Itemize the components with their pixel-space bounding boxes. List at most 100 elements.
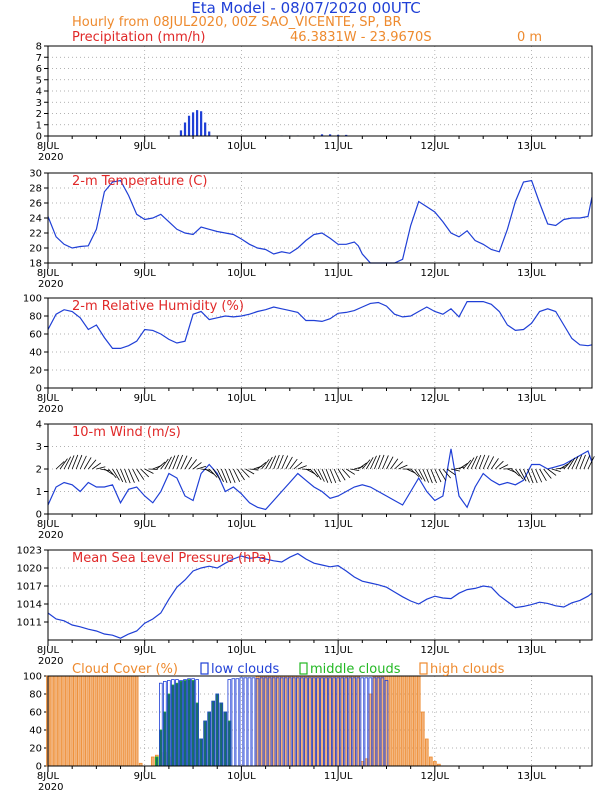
x-tick-label: 12JUL <box>421 141 450 152</box>
y-tick-label: 1017 <box>17 582 42 593</box>
cloud-bar-orange <box>408 675 413 767</box>
wind-arrow <box>285 456 293 470</box>
precip-bar <box>320 134 324 136</box>
x-tick-label: 12JUL <box>421 519 450 530</box>
cloud-bar-orange <box>86 675 91 767</box>
wind-arrow <box>438 468 447 481</box>
wind-arrow <box>462 459 472 470</box>
x-tick-label: 8JUL <box>37 393 60 404</box>
wind-arrow <box>442 468 451 479</box>
wind-arrow <box>341 468 351 479</box>
wind-arrow <box>212 468 221 481</box>
wind-arrow <box>293 461 303 470</box>
x-tick-label: 13JUL <box>517 645 546 656</box>
cloud-bar-orange <box>122 675 127 767</box>
wind-arrow <box>224 468 232 484</box>
cloud-bar-orange <box>412 675 417 767</box>
wind-arrow <box>365 457 374 470</box>
wind-arrow <box>329 468 337 484</box>
wind-arrow <box>337 468 346 481</box>
y-tick-label: 1023 <box>17 546 42 557</box>
wind-arrow <box>172 454 179 470</box>
cloud-bar-blue <box>352 677 357 767</box>
wind-arrow <box>333 468 341 483</box>
cloud-bar-blue <box>247 677 252 767</box>
wind-arrow <box>345 468 355 475</box>
wind-arrow <box>547 468 557 476</box>
wind-arrow <box>499 464 509 470</box>
y-tick-label: 0 <box>36 132 42 143</box>
wind-arrow <box>434 468 442 483</box>
y-tick-label: 0 <box>36 384 42 395</box>
wind-arrow <box>474 454 482 470</box>
y-tick-label: 3 <box>36 442 42 453</box>
panel-3: 0 20 40 60 80 100 8JUL 9JUL 10JUL 11JUL 12JUL 13JUL… <box>23 294 593 415</box>
cloud-bar-blue <box>275 677 280 767</box>
cloud-bar-orange <box>150 756 155 767</box>
wind-arrow <box>249 468 259 471</box>
wind-arrow <box>378 454 385 470</box>
wind-arrow <box>269 455 277 470</box>
cloud-bar-blue <box>380 677 385 767</box>
y-tick-label: 80 <box>29 312 42 323</box>
wind-arrow <box>100 468 110 472</box>
panel-2: 18 20 22 24 26 28 30 8JUL 9JUL 10JUL 11JUL 12JUL 13J… <box>29 169 593 290</box>
y-tick-label: 60 <box>29 708 42 719</box>
y-tick-label: 24 <box>29 214 42 225</box>
y-tick-label: 4 <box>36 420 42 431</box>
wind-arrow <box>535 468 543 483</box>
cloud-bar-blue <box>316 677 320 767</box>
cloud-bar-blue <box>243 677 248 767</box>
cloud-bar-blue <box>267 677 272 767</box>
cloud-bar-green <box>154 756 159 767</box>
cloud-bar-orange <box>396 675 401 767</box>
wind-arrow <box>398 464 408 470</box>
x-tick-label: 13JUL <box>517 393 546 404</box>
x-tick-label: 9JUL <box>134 519 157 530</box>
wind-arrow <box>579 454 586 470</box>
cloud-bar-blue <box>324 677 328 767</box>
wind-arrow <box>120 468 127 484</box>
year-label: 2020 <box>38 530 63 541</box>
wind-arrow <box>83 457 92 470</box>
precip-bar <box>183 122 187 136</box>
wind-arrow <box>233 468 241 482</box>
wind-arrow <box>208 468 218 478</box>
cloud-bar-orange <box>134 675 139 767</box>
wind-arrow <box>261 459 270 470</box>
wind-arrow <box>414 468 423 480</box>
x-tick-label: 13JUL <box>517 519 546 530</box>
x-tick-label: 11JUL <box>324 771 353 782</box>
year-label: 2020 <box>38 656 63 667</box>
year-label: 2020 <box>38 404 63 415</box>
cloud-bar-blue <box>372 677 377 767</box>
x-tick-label: 8JUL <box>37 141 60 152</box>
cloud-bar-orange <box>433 761 437 767</box>
cloud-bar-orange <box>90 675 95 767</box>
legend-middle-label: middle clouds <box>310 662 401 677</box>
wind-arrow <box>220 468 228 483</box>
precip-bar <box>200 111 203 136</box>
cloud-bar-blue <box>195 679 199 767</box>
cloud-bar-orange <box>94 675 99 767</box>
precip-bar <box>328 134 332 136</box>
wind-arrow <box>132 468 140 482</box>
wind-arrow <box>571 455 579 470</box>
cloud-bar-blue <box>308 677 312 767</box>
wind-arrow <box>257 462 267 470</box>
wind-arrow <box>313 468 322 480</box>
cloud-bar-blue <box>219 702 224 767</box>
wind-arrow <box>382 455 389 470</box>
wind-arrow <box>543 468 552 479</box>
wind-arrow <box>551 468 561 473</box>
panel-title: 2-m Relative Humidity (%) <box>72 299 244 314</box>
year-label: 2020 <box>38 279 63 290</box>
wind-arrow <box>164 456 172 470</box>
cloud-bar-orange <box>388 675 393 767</box>
wind-arrow <box>478 454 486 470</box>
y-tick-label: 100 <box>23 294 42 305</box>
x-tick-label: 13JUL <box>517 268 546 279</box>
wind-arrow <box>454 466 465 470</box>
wind-arrow <box>156 461 166 470</box>
cloud-bar-orange <box>98 675 103 767</box>
